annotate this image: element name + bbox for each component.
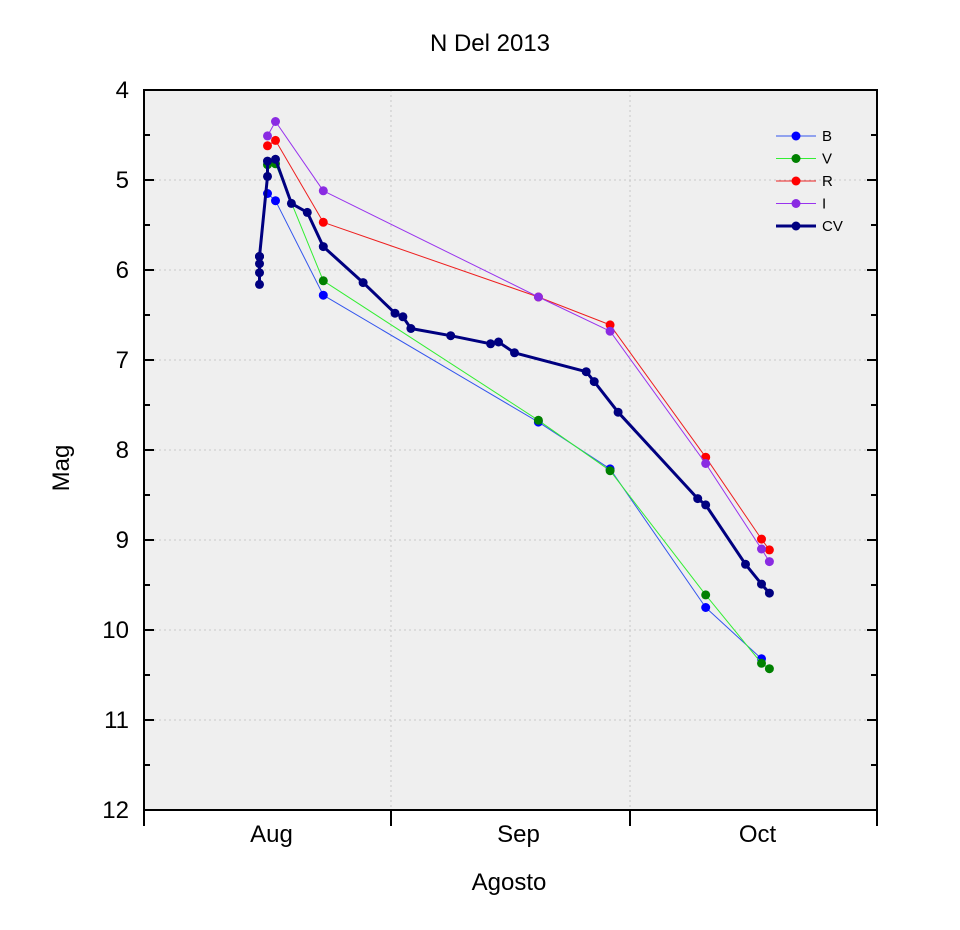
data-point-cv — [741, 559, 750, 569]
data-point-cv — [693, 494, 703, 504]
x-tick-label: Aug — [250, 821, 293, 848]
data-point-i — [533, 292, 543, 302]
data-point-r — [605, 320, 615, 330]
data-point-i — [764, 557, 774, 567]
legend-item-cv: CV — [776, 218, 843, 235]
y-axis-label: Mag — [48, 445, 75, 492]
data-point-cv — [302, 207, 312, 217]
data-point-cv — [613, 407, 623, 417]
data-point-i — [605, 326, 615, 336]
chart-title: N Del 2013 — [430, 30, 550, 57]
y-tick-label: 11 — [104, 707, 129, 734]
legend-swatch-marker — [791, 131, 801, 141]
data-point-cv — [358, 278, 368, 288]
data-point-v — [318, 276, 328, 286]
data-point-cv — [255, 252, 264, 261]
data-point-i — [757, 544, 766, 554]
data-point-cv — [255, 268, 264, 278]
legend-swatch-marker — [791, 154, 801, 163]
data-point-i — [318, 186, 328, 196]
data-point-cv — [757, 579, 766, 589]
series-cv — [255, 154, 774, 598]
y-tick-label: 9 — [116, 527, 129, 554]
y-tick-label: 7 — [116, 347, 129, 374]
data-point-cv — [701, 500, 711, 510]
data-point-i — [701, 459, 711, 468]
data-point-r — [318, 217, 328, 227]
y-tick-label: 8 — [116, 437, 129, 464]
data-point-r — [271, 135, 280, 145]
data-point-cv — [255, 259, 264, 269]
x-axis-label: Agosto — [472, 869, 547, 896]
data-point-r — [757, 534, 766, 544]
y-tick-label: 6 — [116, 257, 129, 284]
data-point-cv — [764, 588, 774, 598]
data-point-i — [263, 131, 272, 141]
data-point-cv — [486, 339, 496, 349]
legend-item-r: R — [776, 173, 833, 190]
data-point-cv — [390, 308, 400, 318]
legend-label: R — [822, 173, 833, 190]
data-point-r — [263, 141, 272, 151]
y-tick-label: 5 — [116, 167, 129, 194]
data-point-i — [271, 117, 280, 126]
y-tick-label: 10 — [102, 617, 129, 644]
data-point-cv — [263, 156, 272, 166]
data-point-cv — [286, 198, 296, 208]
x-tick-label: Oct — [739, 821, 777, 848]
data-point-b — [318, 290, 328, 300]
data-point-cv — [406, 324, 416, 333]
series-line-i — [267, 121, 770, 562]
data-point-v — [605, 466, 615, 476]
legend-swatch-marker — [791, 221, 801, 231]
data-point-cv — [271, 154, 280, 164]
data-point-v — [533, 415, 543, 425]
data-point-cv — [494, 337, 503, 347]
legend-swatch-marker — [791, 199, 801, 208]
legend-label: I — [822, 196, 826, 213]
legend-label: V — [822, 151, 832, 168]
series-r — [263, 135, 774, 555]
series-i — [263, 117, 774, 567]
data-point-v — [764, 664, 774, 674]
legend-item-b: B — [776, 128, 832, 145]
legend-label: CV — [822, 218, 843, 235]
legend-item-i: I — [776, 196, 826, 213]
data-point-cv — [446, 331, 456, 341]
data-point-cv — [510, 348, 519, 358]
y-tick-label: 4 — [116, 77, 129, 104]
legend-swatch-marker — [791, 176, 801, 186]
series-line-r — [267, 139, 770, 551]
x-tick-label: Sep — [497, 821, 540, 848]
data-point-cv — [318, 242, 328, 252]
data-point-cv — [255, 279, 264, 289]
data-point-b — [701, 603, 711, 612]
legend-label: B — [822, 128, 832, 145]
legend-item-v: V — [776, 151, 832, 168]
y-tick-label: 12 — [102, 797, 129, 824]
data-point-cv — [589, 377, 599, 387]
data-point-r — [701, 452, 711, 462]
data-point-cv — [581, 367, 591, 377]
data-point-v — [701, 590, 711, 600]
data-point-cv — [263, 171, 272, 181]
data-point-cv — [398, 312, 408, 322]
data-point-v — [757, 658, 766, 668]
data-point-b — [271, 196, 280, 206]
data-point-r — [764, 545, 774, 555]
